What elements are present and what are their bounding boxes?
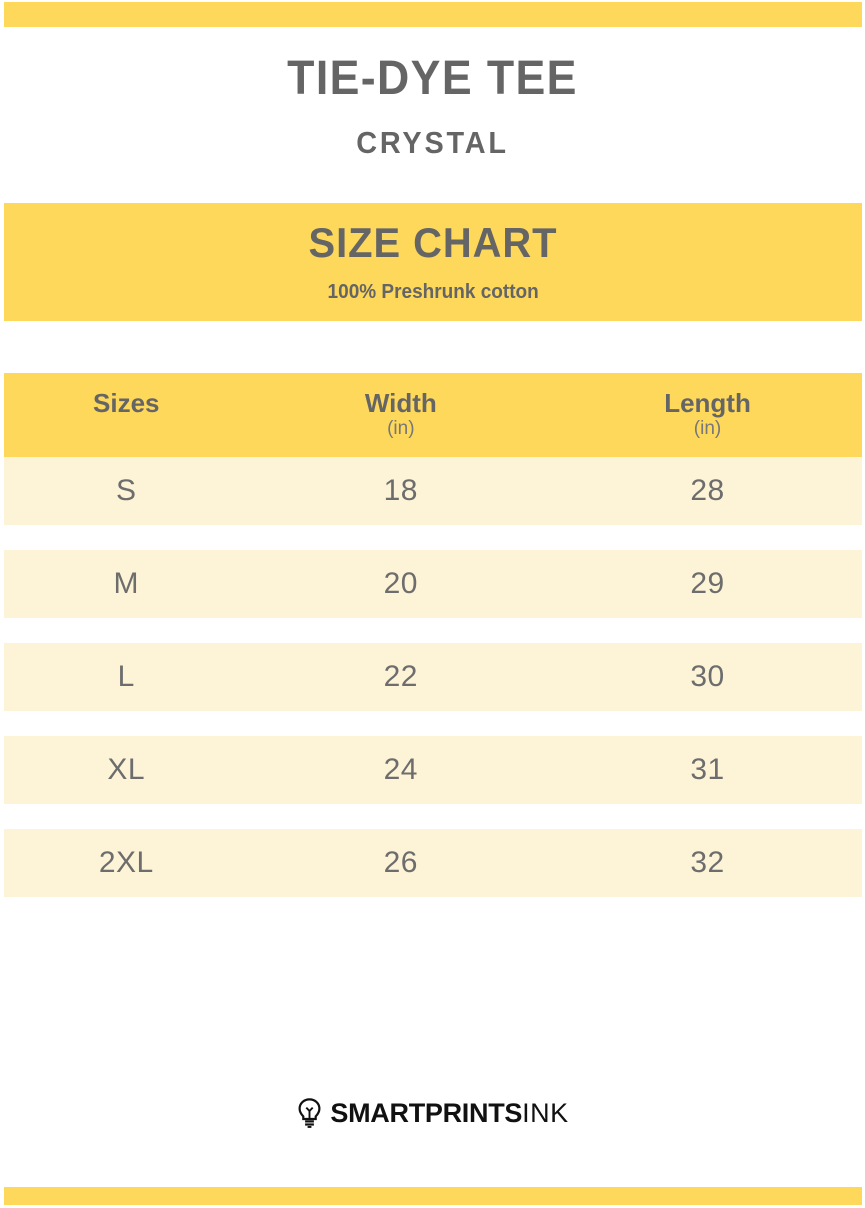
cell-size: 2XL — [4, 848, 249, 878]
cell-width: 24 — [249, 755, 554, 785]
cell-width: 18 — [249, 476, 554, 506]
column-header-length-label: Length — [664, 388, 751, 419]
cell-size: M — [4, 569, 249, 599]
banner-subtitle: 100% Preshrunk cotton — [327, 281, 539, 303]
table-row: L 22 30 — [4, 643, 862, 711]
table-row: S 18 28 — [4, 457, 862, 525]
cell-width-value: 26 — [383, 846, 418, 879]
cell-length: 29 — [553, 569, 862, 599]
table-header-row: Sizes Width (in) Length (in) — [4, 373, 862, 457]
cell-size: XL — [4, 755, 249, 785]
cell-length: 32 — [553, 848, 862, 878]
cell-size: L — [4, 662, 249, 692]
column-header-length: Length (in) — [553, 390, 862, 439]
column-header-width: Width (in) — [249, 390, 554, 439]
page-subtitle: CRYSTAL — [356, 125, 509, 160]
cell-width-value: 18 — [383, 474, 418, 507]
size-chart-banner: SIZE CHART 100% Preshrunk cotton — [4, 203, 862, 321]
cell-size-value: S — [116, 474, 137, 507]
cell-size-value: L — [117, 660, 135, 693]
column-header-sizes: Sizes — [4, 390, 249, 439]
brand-footer: SMARTPRINTSINK — [0, 1098, 865, 1128]
cell-length-value: 32 — [690, 846, 725, 879]
lightbulb-icon — [296, 1098, 323, 1128]
cell-length-value: 28 — [690, 474, 725, 507]
cell-length-value: 31 — [690, 753, 725, 786]
cell-size-value: 2XL — [98, 846, 154, 879]
cell-width: 20 — [249, 569, 554, 599]
cell-size-value: XL — [107, 753, 146, 786]
page-title: TIE-DYE TEE — [287, 52, 578, 105]
table-row: M 20 29 — [4, 550, 862, 618]
table-row: 2XL 26 32 — [4, 829, 862, 897]
cell-width-value: 20 — [383, 567, 418, 600]
cell-width: 26 — [249, 848, 554, 878]
cell-length-value: 29 — [690, 567, 725, 600]
column-header-width-label: Width — [364, 388, 437, 419]
cell-size-value: M — [113, 567, 139, 600]
cell-width-value: 24 — [383, 753, 418, 786]
brand-wordmark-bold: SMARTPRINTS — [330, 1097, 523, 1128]
table-row: XL 24 31 — [4, 736, 862, 804]
cell-size: S — [4, 476, 249, 506]
cell-length: 28 — [553, 476, 862, 506]
top-accent-rule — [4, 2, 862, 27]
column-header-width-unit: (in) — [387, 417, 415, 439]
column-header-sizes-label: Sizes — [93, 388, 160, 419]
cell-length-value: 30 — [690, 660, 725, 693]
brand-wordmark: SMARTPRINTSINK — [330, 1097, 569, 1128]
product-header: TIE-DYE TEE CRYSTAL — [0, 52, 865, 160]
banner-title: SIZE CHART — [308, 219, 558, 266]
brand-wordmark-light: INK — [522, 1097, 569, 1128]
cell-length: 31 — [553, 755, 862, 785]
bottom-accent-rule — [4, 1187, 862, 1205]
cell-width: 22 — [249, 662, 554, 692]
column-header-length-unit: (in) — [693, 417, 722, 439]
size-table: Sizes Width (in) Length (in) S 18 28 M 2… — [4, 373, 862, 897]
cell-length: 30 — [553, 662, 862, 692]
cell-width-value: 22 — [383, 660, 418, 693]
